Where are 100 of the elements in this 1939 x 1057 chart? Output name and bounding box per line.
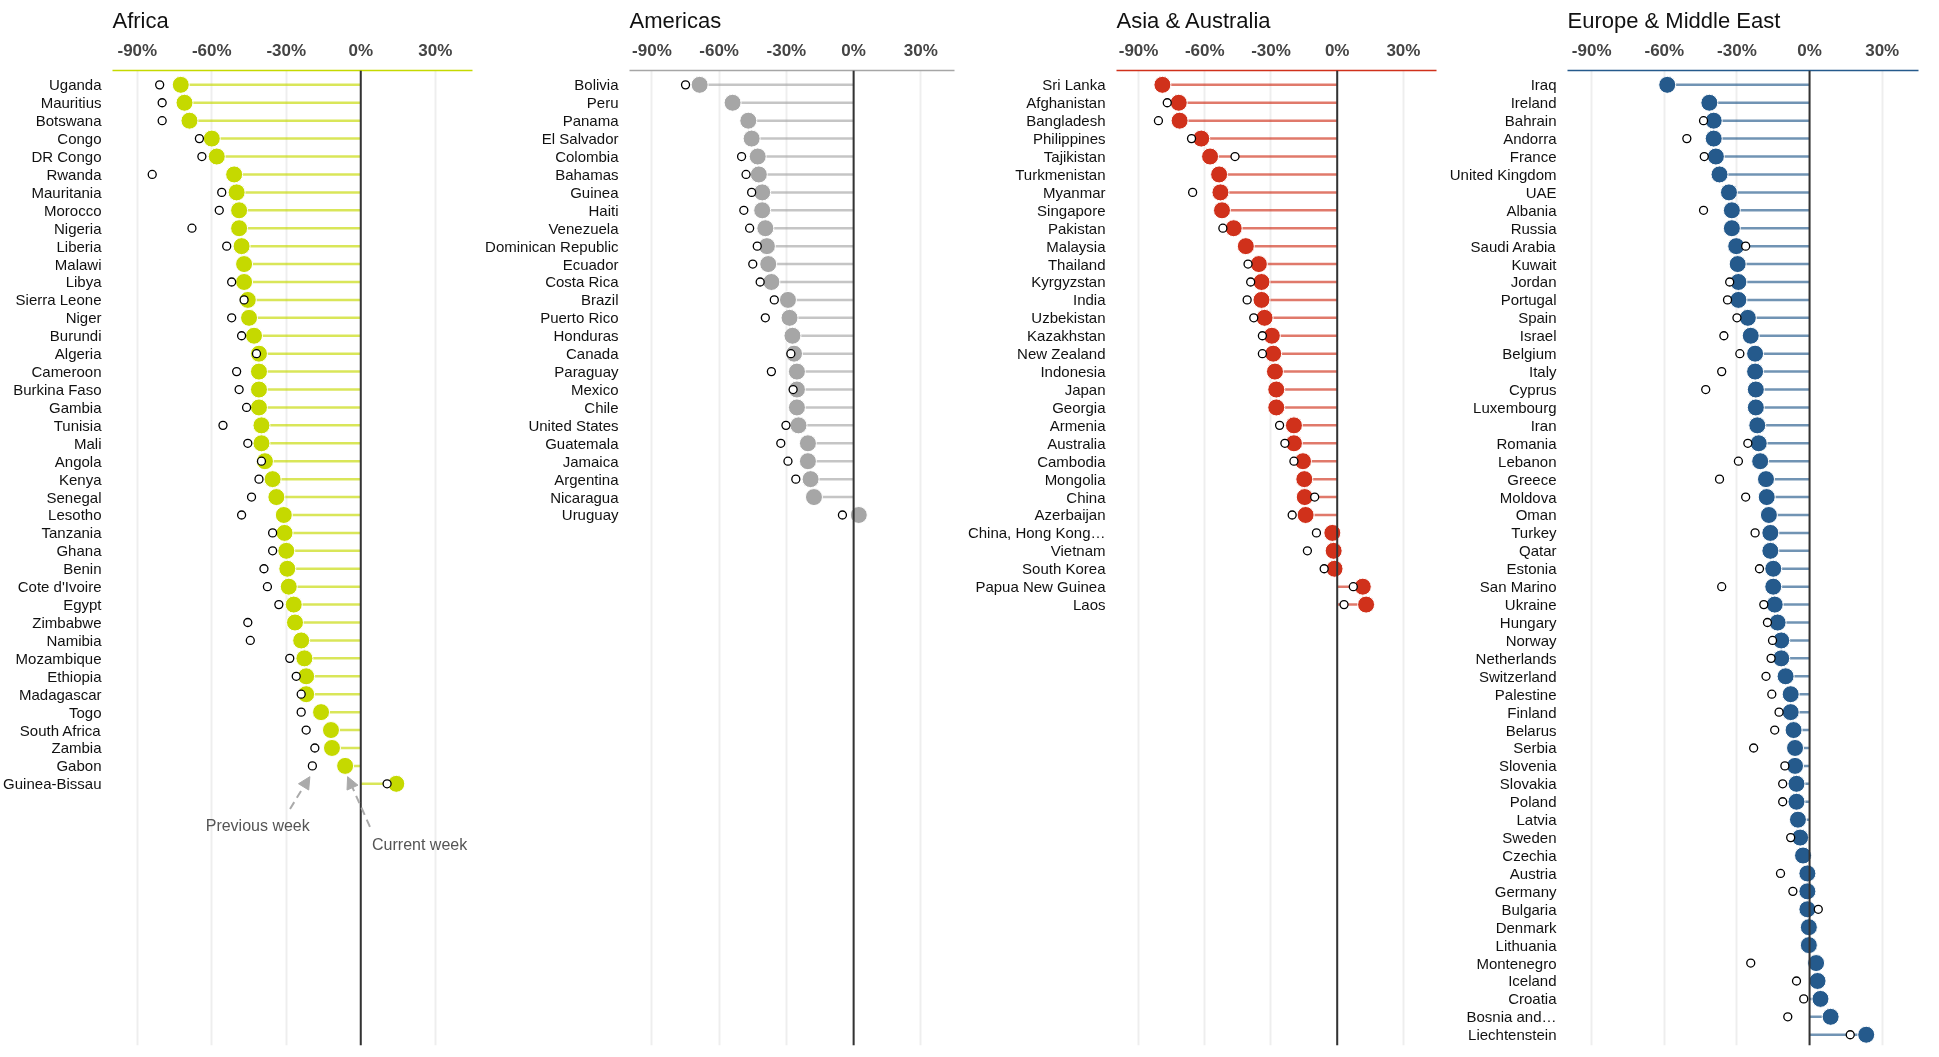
y-tick-label: Zimbabwe — [32, 614, 102, 632]
y-tick-label: Mali — [74, 434, 102, 452]
y-tick-label: Haiti — [588, 201, 619, 219]
y-tick-label: Benin — [63, 560, 102, 578]
y-tick-label: Andorra — [1503, 130, 1558, 148]
y-tick-label: Puerto Rico — [540, 309, 619, 327]
y-tick-label: Botswana — [35, 112, 103, 130]
y-tick-label: Uruguay — [561, 506, 619, 524]
x-tick-label: -90% — [117, 40, 158, 60]
x-tick-label: 30% — [1865, 40, 1900, 60]
chart-title: Europe & Middle East — [1567, 7, 1781, 33]
chart-title: Africa — [112, 7, 170, 33]
y-tick-label: Peru — [586, 94, 619, 112]
y-tick-label: France — [1509, 148, 1557, 166]
y-tick-label: Netherlands — [1475, 649, 1557, 667]
y-tick-label: Tanzania — [41, 524, 103, 542]
y-tick-label: Spain — [1518, 309, 1557, 327]
y-tick-label: Bangladesh — [1026, 112, 1106, 130]
y-tick-label: Vietnam — [1050, 542, 1106, 560]
x-tick-label: -90% — [1118, 40, 1159, 60]
x-tick-label: -60% — [699, 40, 739, 60]
y-tick-label: Latvia — [1516, 811, 1558, 829]
y-tick-label: Armenia — [1049, 416, 1107, 434]
y-tick-label: Iraq — [1530, 76, 1557, 94]
y-tick-label: Mongolia — [1044, 470, 1107, 488]
y-tick-label: Azerbaijan — [1034, 506, 1106, 524]
y-tick-label: Brazil — [580, 291, 619, 309]
y-tick-label: Bahrain — [1504, 112, 1557, 130]
y-tick-label: Zambia — [51, 739, 103, 757]
y-tick-label: Lithuania — [1495, 936, 1558, 954]
y-tick-label: Guinea-Bissau — [3, 775, 102, 793]
x-tick-label: -30% — [1251, 40, 1291, 60]
y-tick-label: Nicaragua — [550, 488, 620, 506]
y-tick-label: Saudi Arabia — [1470, 237, 1557, 255]
y-tick-label: Senegal — [46, 488, 102, 506]
y-tick-label: Czechia — [1502, 847, 1558, 865]
y-tick-label: Liberia — [56, 237, 103, 255]
y-tick-label: Morocco — [43, 201, 102, 219]
y-tick-label: Slovenia — [1498, 757, 1558, 775]
y-tick-label: Qatar — [1518, 542, 1557, 560]
y-tick-label: Estonia — [1506, 560, 1558, 578]
y-tick-label: Algeria — [54, 345, 103, 363]
y-tick-label: Norway — [1505, 631, 1557, 649]
y-tick-label: Togo — [68, 703, 102, 721]
annotation: Previous week — [205, 816, 311, 834]
y-tick-label: Finland — [1507, 703, 1557, 721]
y-tick-label: Venezuela — [548, 219, 620, 237]
y-tick-label: Dominican Republic — [485, 237, 619, 255]
y-tick-label: UAE — [1525, 183, 1557, 201]
y-tick-label: Iran — [1530, 416, 1557, 434]
y-tick-label: Slovakia — [1499, 775, 1558, 793]
y-tick-label: United Kingdom — [1449, 165, 1557, 183]
y-tick-label: South Africa — [19, 721, 102, 739]
y-tick-label: Liechtenstein — [1468, 1026, 1557, 1044]
x-tick-label: -30% — [266, 40, 307, 60]
y-tick-label: Uganda — [48, 76, 103, 94]
y-tick-label: Croatia — [1508, 990, 1558, 1008]
y-tick-label: San Marino — [1479, 578, 1557, 596]
y-tick-label: Panama — [562, 112, 620, 130]
y-tick-label: Turkey — [1511, 524, 1557, 542]
y-tick-label: Argentina — [554, 470, 620, 488]
y-tick-label: Mexico — [570, 381, 619, 399]
x-tick-label: 0% — [348, 40, 374, 60]
x-tick-label: 30% — [903, 40, 938, 60]
y-tick-label: Mozambique — [15, 649, 102, 667]
y-tick-label: Mauritania — [31, 183, 103, 201]
y-tick-label: Mauritius — [40, 94, 102, 112]
y-tick-label: Canada — [565, 345, 620, 363]
x-tick-label: -60% — [191, 40, 232, 60]
y-tick-label: Afghanistan — [1026, 94, 1106, 112]
x-tick-label: -30% — [766, 40, 807, 60]
y-tick-label: Malaysia — [1046, 237, 1107, 255]
y-tick-label: Bulgaria — [1501, 900, 1558, 918]
y-tick-label: DR Congo — [31, 148, 102, 166]
chart-title: Americas — [629, 7, 722, 33]
y-tick-label: Laos — [1072, 596, 1106, 614]
y-tick-label: Austria — [1509, 864, 1558, 882]
y-tick-label: Ghana — [56, 542, 103, 560]
y-tick-label: El Salvador — [541, 130, 619, 148]
y-tick-label: Belgium — [1502, 345, 1557, 363]
y-tick-label: Australia — [1047, 434, 1107, 452]
y-tick-label: Denmark — [1495, 918, 1557, 936]
y-tick-label: Sweden — [1502, 829, 1557, 847]
y-tick-label: Jamaica — [562, 452, 620, 470]
y-tick-label: Kuwait — [1511, 255, 1558, 273]
y-tick-label: Sri Lanka — [1042, 76, 1107, 94]
y-tick-label: New Zealand — [1017, 345, 1106, 363]
y-tick-label: Papua New Guinea — [975, 578, 1107, 596]
x-tick-label: 0% — [841, 40, 866, 60]
y-tick-label: Switzerland — [1478, 667, 1557, 685]
y-tick-label: South Korea — [1022, 560, 1107, 578]
y-tick-label: Thailand — [1047, 255, 1106, 273]
y-tick-label: Uzbekistan — [1031, 309, 1106, 327]
y-tick-label: Ethiopia — [47, 667, 103, 685]
y-tick-label: Tajikistan — [1043, 148, 1106, 166]
y-tick-label: Greece — [1507, 470, 1557, 488]
y-tick-label: Kenya — [58, 470, 103, 488]
y-tick-label: Bolivia — [574, 76, 620, 94]
y-tick-label: Oman — [1515, 506, 1557, 524]
y-tick-label: Cameroon — [31, 363, 102, 381]
